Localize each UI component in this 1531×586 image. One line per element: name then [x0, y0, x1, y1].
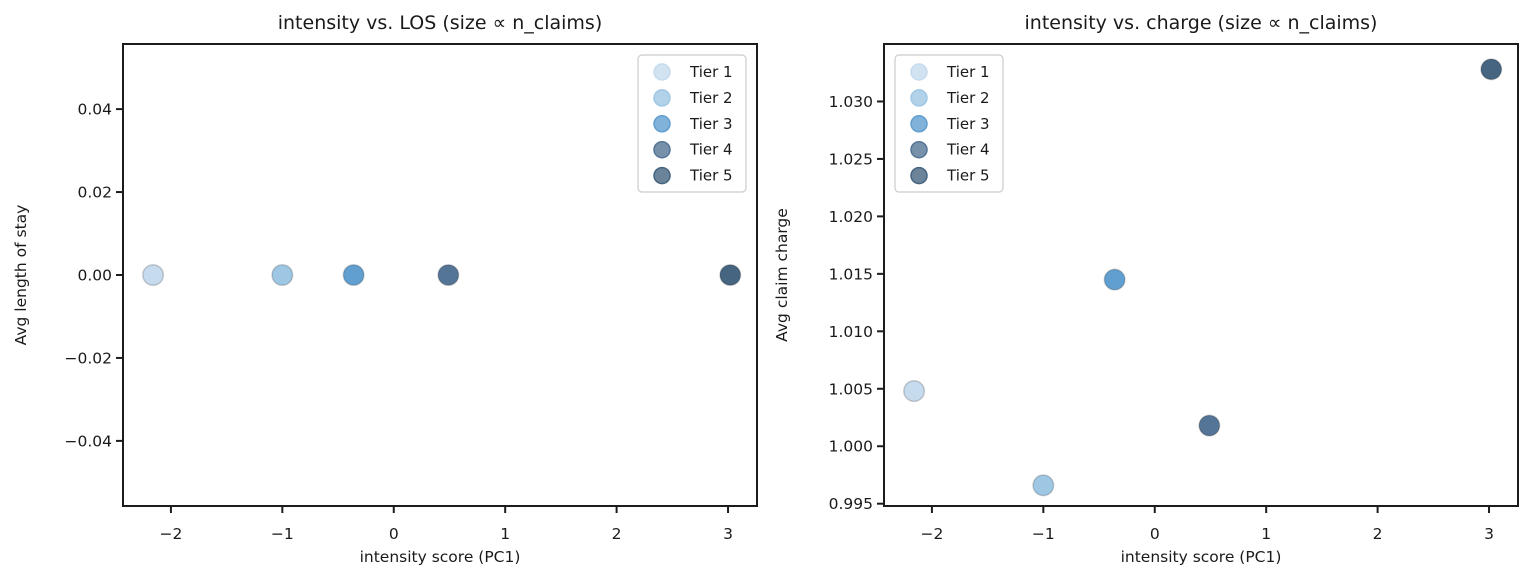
data-point-tier-1: [142, 263, 165, 287]
x-axis-label-right: intensity score (PC1): [1121, 548, 1282, 566]
x-tick-label: 0: [1150, 525, 1160, 543]
legend-marker-tier-3: [653, 115, 671, 133]
legend-marker-tier-4: [910, 140, 928, 159]
data-point-tier-5: [1480, 58, 1503, 81]
legend-marker-tier-4: [653, 140, 671, 159]
data-point-tier-3: [1103, 268, 1126, 291]
legend-label-tier-1: Tier 1: [689, 63, 733, 81]
legend-label-tier-2: Tier 2: [946, 89, 990, 107]
legend-label-tier-4: Tier 4: [946, 141, 990, 159]
legend-marker-tier-2: [910, 89, 928, 107]
legend-marker-tier-5: [653, 166, 671, 185]
y-axis-label-left: Avg length of stay: [12, 205, 30, 346]
y-tick-label: 0.02: [77, 184, 112, 202]
y-tick-label: 1.020: [829, 208, 873, 226]
y-axis-label-right: Avg claim charge: [773, 208, 791, 342]
x-tick-label: −2: [920, 525, 943, 543]
plot-left: intensity vs. LOS (size ∝ n_claims) −2 −1 0…: [12, 12, 758, 566]
legend-label-tier-5: Tier 5: [689, 167, 733, 185]
y-tick-label: 1.000: [829, 438, 873, 456]
plot-title-right: intensity vs. charge (size ∝ n_claims): [1025, 12, 1378, 34]
x-tick-label: −1: [271, 525, 294, 543]
y-tick-label: 1.025: [829, 150, 873, 168]
axes-spines: [122, 43, 758, 507]
x-tick-label: 0: [389, 525, 399, 543]
data-point-tier-5: [719, 263, 742, 287]
legend-left: Tier 1 Tier 2 Tier 3 Tier 4 Tier 5: [637, 54, 747, 193]
legend-label-tier-5: Tier 5: [946, 167, 990, 185]
legend-label-tier-3: Tier 3: [689, 115, 733, 133]
y-tick-label: 0.995: [829, 495, 873, 513]
legend-right: Tier 1 Tier 2 Tier 3 Tier 4 Tier 5: [894, 54, 1004, 193]
legend-label-tier-4: Tier 4: [689, 141, 733, 159]
y-tick-label: 0.00: [77, 267, 112, 285]
legend-marker-tier-3: [910, 115, 928, 133]
legend-marker-tier-1: [910, 63, 928, 81]
legend-marker-tier-5: [910, 166, 928, 185]
x-tick-label: −1: [1032, 525, 1055, 543]
data-point-tier-3: [342, 263, 365, 287]
data-point-tier-4: [1198, 414, 1221, 437]
x-tick-label: 2: [612, 525, 622, 543]
y-tick-label: 1.005: [829, 380, 873, 398]
legend-label-tier-2: Tier 2: [689, 89, 733, 107]
data-point-tier-1: [903, 380, 926, 403]
x-tick-label: −2: [159, 525, 182, 543]
x-tick-label: 1: [500, 525, 510, 543]
x-tick-label: 2: [1373, 525, 1383, 543]
y-tick-label: 1.010: [829, 323, 873, 341]
data-point-tier-4: [437, 263, 460, 287]
y-tick-label: 1.030: [829, 93, 873, 111]
legend-label-tier-1: Tier 1: [946, 63, 990, 81]
legend-label-tier-3: Tier 3: [946, 115, 990, 133]
axes-spines: [883, 43, 1519, 507]
x-tick-label: 3: [1484, 525, 1494, 543]
legend-marker-tier-1: [653, 63, 671, 81]
x-tick-label: 1: [1261, 525, 1271, 543]
plot-title-left: intensity vs. LOS (size ∝ n_claims): [278, 12, 603, 34]
data-point-tier-2: [271, 263, 294, 287]
plot-right: intensity vs. charge (size ∝ n_claims) −2…: [773, 12, 1519, 566]
data-point-tier-2: [1032, 474, 1055, 497]
x-axis-label-left: intensity score (PC1): [360, 548, 521, 566]
x-tick-label: 3: [723, 525, 733, 543]
y-tick-label: −0.02: [65, 349, 113, 367]
y-tick-label: 1.015: [829, 265, 873, 283]
y-tick-label: 0.04: [77, 101, 112, 119]
y-tick-label: −0.04: [65, 432, 113, 450]
legend-marker-tier-2: [653, 89, 671, 107]
